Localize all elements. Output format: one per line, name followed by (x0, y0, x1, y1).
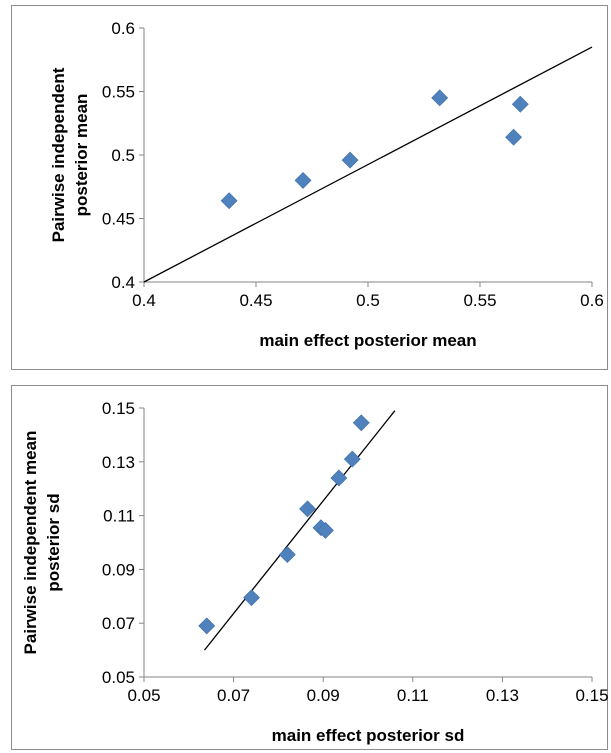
x-axis-title: main effect posterior sd (272, 726, 465, 745)
y-tick-label: 0.4 (111, 273, 135, 292)
x-tick-label: 0.13 (486, 686, 519, 705)
x-axis-title: main effect posterior mean (259, 331, 476, 350)
y-tick-label: 0.11 (103, 507, 135, 526)
scatter-chart-mean: 0.4 0.45 0.5 0.55 0.6 0.4 0.45 0.5 0.55 0.6 main e… (49, 19, 604, 350)
y-axis-title-line: posterior mean (72, 94, 91, 217)
scatter-chart-sd: 0.05 0.07 0.09 0.11 0.13 0.15 0.05 0.07 0.09 0.11… (21, 399, 609, 745)
x-tick-label: 0.4 (132, 291, 156, 310)
x-tick-label: 0.05 (127, 686, 160, 705)
data-point-diamond (341, 151, 359, 169)
data-point-diamond (317, 521, 334, 539)
y-tick-label: 0.45 (102, 210, 135, 229)
data-point-diamond (343, 450, 361, 468)
data-point-diamond (352, 414, 370, 432)
data-point-diamond (278, 546, 296, 564)
trend-line (143, 46, 593, 283)
y-tick-label: 0.15 (102, 399, 135, 418)
chart-panel-mean: 0.4 0.45 0.5 0.55 0.6 0.4 0.45 0.5 0.55 0.6 main e… (11, 5, 608, 370)
data-point-diamond (505, 128, 523, 146)
y-tick-label: 0.6 (111, 19, 135, 38)
y-tick-label: 0.55 (102, 83, 135, 102)
y-tick-label: 0.09 (102, 560, 135, 579)
data-point-diamond (198, 617, 216, 635)
x-tick-label: 0.55 (463, 291, 496, 310)
data-point-diamond (294, 171, 312, 189)
x-tick-label: 0.45 (239, 291, 272, 310)
y-tick-label: 0.07 (102, 614, 135, 633)
y-tick-label: 0.05 (102, 668, 135, 687)
data-point-diamond (431, 89, 449, 107)
x-tick-label: 0.15 (575, 686, 608, 705)
y-tick-label: 0.13 (102, 453, 135, 472)
data-point-diamond (243, 589, 260, 607)
y-axis-title-line: posterior sd (44, 493, 63, 591)
chart-panel-sd: 0.05 0.07 0.09 0.11 0.13 0.15 0.05 0.07 0.09 0.11… (11, 385, 609, 750)
x-tick-label: 0.6 (580, 291, 604, 310)
data-point-diamond (511, 95, 529, 113)
data-point-diamond (220, 192, 238, 210)
x-tick-label: 0.5 (356, 291, 380, 310)
y-axis-title-line: Pairwise independent (49, 67, 68, 242)
x-tick-label: 0.09 (307, 686, 340, 705)
data-point-diamond (330, 469, 348, 487)
x-tick-label: 0.07 (217, 686, 250, 705)
x-tick-label: 0.11 (397, 686, 429, 705)
trend-line (203, 410, 396, 651)
y-axis-title-line: Pairwise independent mean (21, 431, 40, 655)
y-tick-label: 0.5 (111, 146, 135, 165)
data-point-diamond (299, 500, 316, 518)
